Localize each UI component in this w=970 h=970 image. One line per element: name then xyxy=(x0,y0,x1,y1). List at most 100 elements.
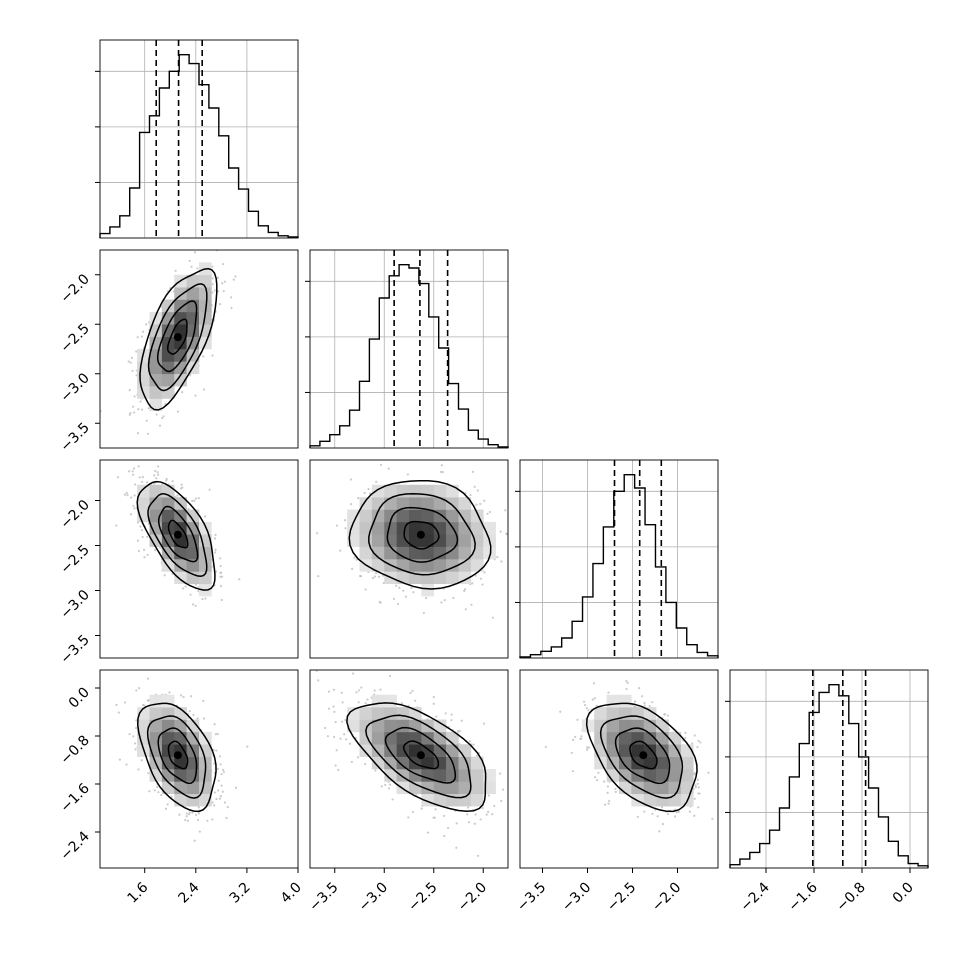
pair-content xyxy=(115,677,249,842)
sample-point xyxy=(333,710,336,714)
density-cell xyxy=(161,299,175,313)
sample-point xyxy=(161,416,164,420)
sample-point xyxy=(707,771,710,774)
density-cell xyxy=(458,521,472,535)
density-cell xyxy=(396,546,410,560)
sample-point xyxy=(315,670,318,672)
sample-point xyxy=(485,813,488,816)
sample-point xyxy=(406,473,410,476)
sample-point xyxy=(349,478,353,481)
density-cell xyxy=(483,781,496,795)
sample-point xyxy=(595,704,598,707)
sample-point xyxy=(651,701,654,704)
density-cell xyxy=(186,756,200,770)
sample-point xyxy=(675,811,679,814)
sample-point xyxy=(190,265,193,268)
panel-frame xyxy=(99,39,299,239)
sample-point xyxy=(133,395,136,398)
sample-point xyxy=(140,529,144,532)
density-cell xyxy=(483,769,496,782)
sample-point xyxy=(115,524,118,527)
sample-point xyxy=(410,586,413,590)
sample-point xyxy=(216,767,220,770)
pair-panel-r1-c0: −2.0−2.5−3.0−3.5 xyxy=(57,242,299,455)
sample-point xyxy=(440,464,443,467)
density-cell xyxy=(199,559,212,572)
sample-point xyxy=(374,769,377,772)
sample-point xyxy=(326,735,329,738)
sample-point xyxy=(195,813,198,816)
sample-point xyxy=(155,413,158,416)
x-tick-label: −3.0 xyxy=(559,880,594,915)
sample-point xyxy=(189,593,192,596)
sample-point xyxy=(220,575,224,578)
sample-point xyxy=(337,768,340,771)
sample-point xyxy=(214,242,216,244)
sample-point xyxy=(116,476,120,479)
sample-point xyxy=(423,457,425,459)
sample-point xyxy=(152,482,156,485)
density-cell xyxy=(371,744,385,757)
density-cell xyxy=(421,583,435,597)
sample-point xyxy=(479,818,482,821)
sample-point xyxy=(666,714,669,717)
sample-point xyxy=(201,598,204,601)
sample-point xyxy=(129,411,132,415)
density-cell xyxy=(433,731,447,745)
sample-point xyxy=(724,782,726,784)
sample-point xyxy=(134,483,137,486)
pair-panel-r3-c1 xyxy=(309,669,509,869)
density-cell xyxy=(470,521,484,535)
density-cell xyxy=(433,744,447,757)
density-cell xyxy=(470,559,484,572)
sample-point xyxy=(185,815,188,818)
sample-point xyxy=(400,702,404,705)
sample-point xyxy=(384,783,387,786)
sample-point xyxy=(450,713,453,716)
sample-point xyxy=(165,477,168,481)
sample-point xyxy=(722,777,724,779)
sample-point xyxy=(211,818,214,821)
density-cell xyxy=(359,744,373,757)
sample-point xyxy=(132,405,135,408)
sample-point xyxy=(202,388,206,391)
sample-point xyxy=(332,688,336,691)
hist-panel-param2 xyxy=(305,249,509,449)
sample-point xyxy=(220,598,223,602)
sample-point xyxy=(205,245,207,247)
sample-point xyxy=(658,830,661,833)
sample-point xyxy=(129,361,132,364)
sample-point xyxy=(211,265,214,268)
sample-point xyxy=(117,711,120,714)
contour-line xyxy=(156,300,198,373)
sample-point xyxy=(697,739,700,742)
sample-point xyxy=(317,575,320,578)
density-cell xyxy=(619,731,632,745)
contour-line xyxy=(368,493,476,576)
sample-point xyxy=(137,549,140,553)
sample-point xyxy=(411,689,414,692)
contour-line xyxy=(348,479,492,590)
panel-frame xyxy=(99,459,299,659)
sample-point xyxy=(433,816,436,819)
sample-point xyxy=(371,576,375,580)
sample-point xyxy=(420,807,423,810)
density-cell xyxy=(174,769,187,782)
sample-point xyxy=(232,278,235,281)
sample-point xyxy=(510,532,512,534)
density-cell xyxy=(174,497,187,510)
sample-point xyxy=(127,360,130,363)
density-cell xyxy=(186,546,200,560)
sample-point xyxy=(468,740,472,743)
density-cell xyxy=(137,373,150,387)
density-cell xyxy=(161,373,175,387)
sample-point xyxy=(153,474,156,477)
sample-point xyxy=(334,764,337,767)
sample-point xyxy=(502,788,505,791)
density-cell xyxy=(433,534,447,547)
density-cell xyxy=(174,299,187,313)
density-cell xyxy=(643,781,657,795)
x-tick-label: 4.0 xyxy=(278,880,305,907)
sample-point xyxy=(378,600,381,603)
sample-point xyxy=(131,473,135,476)
